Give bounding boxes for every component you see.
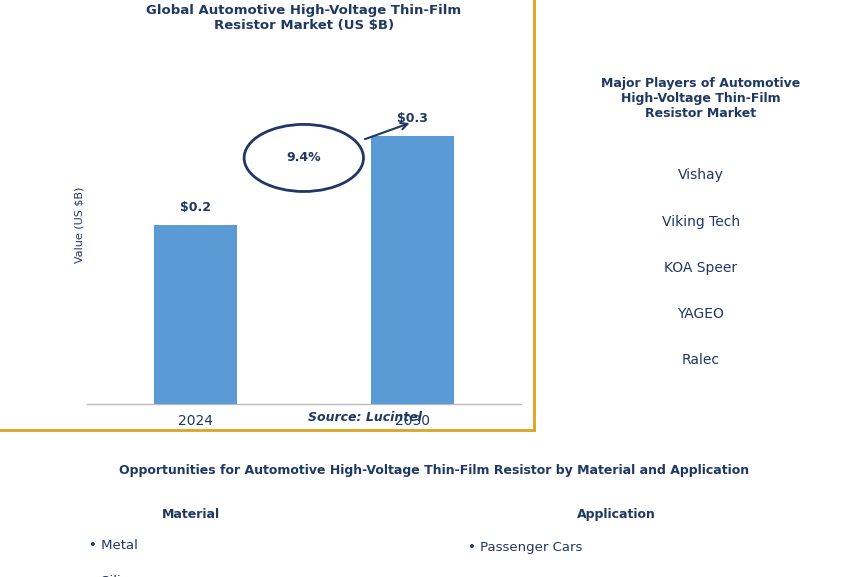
Text: Source: Lucintel: Source: Lucintel bbox=[307, 411, 422, 424]
Text: Opportunities for Automotive High-Voltage Thin-Film Resistor by Material and App: Opportunities for Automotive High-Voltag… bbox=[119, 464, 749, 477]
Text: Major Players of Automotive
High-Voltage Thin-Film
Resistor Market: Major Players of Automotive High-Voltage… bbox=[602, 77, 800, 119]
Bar bbox=[372, 136, 453, 404]
Text: • Metal

• Silicon

• Others: • Metal • Silicon • Others bbox=[89, 539, 146, 577]
Text: • Passenger Cars

• Commercial Vehicles: • Passenger Cars • Commercial Vehicles bbox=[468, 541, 619, 577]
Text: $0.3: $0.3 bbox=[397, 112, 428, 125]
Text: Application: Application bbox=[577, 508, 655, 522]
Text: KOA Speer: KOA Speer bbox=[664, 261, 738, 275]
Text: 9.4%: 9.4% bbox=[286, 151, 321, 164]
Text: Vishay: Vishay bbox=[678, 168, 724, 182]
Text: $0.2: $0.2 bbox=[180, 201, 211, 214]
Text: YAGEO: YAGEO bbox=[677, 307, 725, 321]
Bar bbox=[155, 225, 236, 404]
Text: Viking Tech: Viking Tech bbox=[661, 215, 740, 228]
Title: Global Automotive High-Voltage Thin-Film
Resistor Market (US $B): Global Automotive High-Voltage Thin-Film… bbox=[146, 5, 462, 32]
Text: Material: Material bbox=[162, 508, 220, 522]
Y-axis label: Value (US $B): Value (US $B) bbox=[74, 187, 84, 263]
Text: Ralec: Ralec bbox=[682, 353, 720, 367]
